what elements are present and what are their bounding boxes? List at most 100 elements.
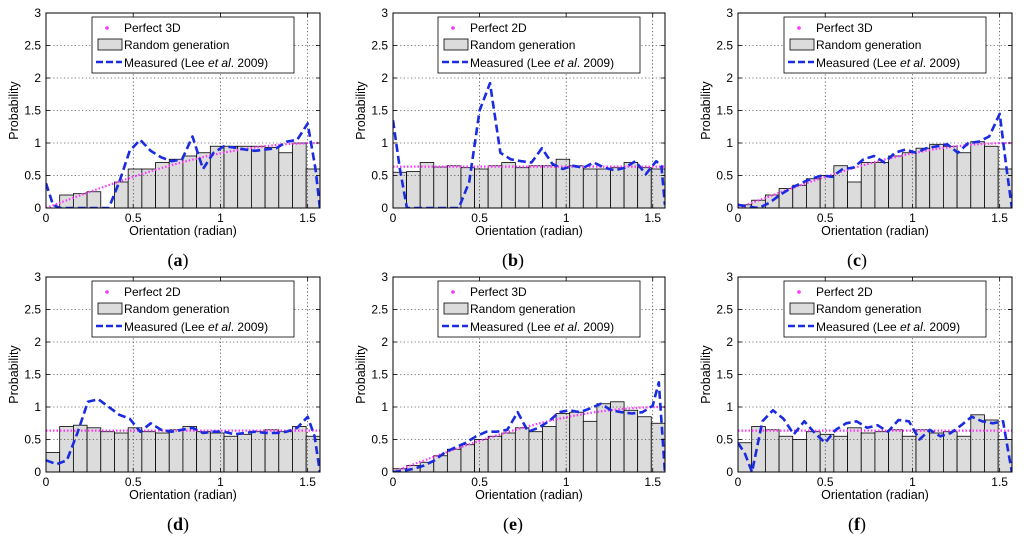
histogram-bar — [433, 455, 448, 473]
histogram-bar — [278, 431, 293, 473]
panel-label: (f) — [848, 514, 866, 535]
legend-random-swatch — [443, 302, 469, 315]
y-tick-label: 2.5 — [371, 303, 388, 317]
histogram-bar — [528, 165, 543, 209]
x-tick-label: 1.5 — [991, 211, 1008, 225]
y-tick-label: 0 — [381, 465, 388, 479]
histogram-bar — [209, 432, 225, 473]
y-tick-label: 2 — [34, 335, 41, 349]
legend-random-label: Random generation — [124, 302, 229, 316]
histogram-bar — [915, 147, 931, 209]
x-tick-label: 1 — [217, 211, 224, 225]
histogram-bar — [984, 145, 999, 209]
panel-label: (b) — [502, 250, 524, 271]
x-tick-label: 0 — [43, 475, 50, 489]
histogram-bar — [610, 167, 625, 209]
measured-line — [738, 112, 1012, 208]
legend-perfect-marker — [451, 290, 455, 294]
histogram-bar — [792, 184, 807, 209]
legend-box — [783, 16, 987, 74]
measured-line — [393, 81, 665, 208]
perfect-curve — [46, 141, 320, 208]
x-tick-label: 1 — [217, 475, 224, 489]
chart-panel-a: 0 0.5 1 1.5 2 2.5 3 0 0.5 1 1.5 Orientation (radian… — [7, 6, 321, 271]
x-axis-label: Orientation (radian) — [129, 488, 237, 502]
histogram-bar — [929, 143, 944, 209]
perfect-curve — [393, 405, 665, 472]
histogram-bar — [888, 155, 903, 209]
y-tick-label: 0.5 — [371, 169, 388, 183]
x-tick-label: 1.5 — [644, 211, 661, 225]
panel-label: (e) — [503, 514, 523, 535]
x-tick-label: 0 — [390, 211, 397, 225]
y-tick-label: 3 — [726, 270, 733, 284]
x-tick-label: 0.5 — [817, 475, 834, 489]
legend-perfect-label: Perfect 3D — [124, 21, 181, 35]
x-tick-label: 0.5 — [471, 475, 488, 489]
histogram-bar — [168, 158, 184, 209]
legend-random-swatch — [789, 38, 815, 51]
histogram-bar — [182, 155, 198, 209]
y-tick-label: 2.5 — [371, 39, 388, 53]
legend-perfect-label: Perfect 3D — [470, 285, 527, 299]
histogram-bar — [392, 171, 407, 209]
histogram-bar — [460, 444, 475, 473]
histogram-bar — [623, 409, 639, 473]
legend-measured-label: Measured (Lee et al. 2009) — [124, 56, 268, 70]
x-axis-label: Orientation (radian) — [129, 224, 237, 238]
y-tick-label: 0 — [726, 201, 733, 215]
histogram-bar — [542, 165, 557, 209]
y-tick-label: 0.5 — [24, 433, 41, 447]
panel-label: (d) — [167, 514, 189, 535]
y-tick-label: 0 — [34, 201, 41, 215]
y-tick-label: 1.5 — [716, 104, 733, 118]
y-tick-label: 3 — [381, 6, 388, 20]
y-axis-label: Probability — [699, 81, 713, 140]
y-tick-label: 0.5 — [371, 433, 388, 447]
y-tick-label: 2.5 — [716, 39, 733, 53]
y-axis-label: Probability — [7, 345, 21, 404]
legend-measured-label: Measured (Lee et al. 2009) — [816, 320, 960, 334]
legend-box — [437, 16, 641, 74]
chart-panel-e: 0 0.5 1 1.5 2 2.5 3 0 0.5 1 1.5 Orientation (radian… — [354, 270, 666, 535]
histogram-bar — [528, 431, 543, 473]
histogram-bar — [637, 416, 652, 473]
histogram-bar — [501, 162, 516, 209]
histogram-bar — [446, 165, 462, 209]
legend-box — [783, 280, 987, 338]
y-tick-label: 3 — [726, 6, 733, 20]
x-tick-label: 0 — [735, 211, 742, 225]
histogram-bar — [487, 165, 503, 209]
histogram-bar — [970, 414, 985, 473]
histogram-bar — [942, 431, 958, 473]
histogram-bar — [487, 435, 503, 473]
y-tick-label: 3 — [34, 6, 41, 20]
y-axis-label: Probability — [7, 81, 21, 140]
y-tick-label: 2 — [381, 71, 388, 85]
histogram-bar — [264, 429, 280, 473]
histogram-bar — [59, 426, 74, 473]
y-tick-label: 0 — [381, 201, 388, 215]
measured-line — [393, 380, 665, 472]
y-tick-label: 0.5 — [24, 169, 41, 183]
legend-random-label: Random generation — [816, 38, 921, 52]
histogram-bar — [72, 424, 88, 473]
x-tick-label: 0.5 — [471, 211, 488, 225]
x-tick-label: 0 — [735, 475, 742, 489]
histogram-bar — [264, 147, 280, 209]
y-tick-label: 0 — [34, 465, 41, 479]
histogram-bar — [155, 432, 170, 473]
histogram-bar — [237, 433, 252, 473]
histogram-bar — [419, 162, 435, 209]
x-tick-label: 1 — [909, 211, 916, 225]
y-tick-label: 2.5 — [24, 303, 41, 317]
histogram-bar — [305, 435, 321, 473]
histogram-bar — [223, 145, 239, 209]
histogram-bar — [155, 162, 170, 209]
histogram-bar — [860, 432, 876, 473]
x-tick-label: 0.5 — [125, 211, 142, 225]
histogram-bar — [127, 427, 143, 473]
chart-panel-d: 0 0.5 1 1.5 2 2.5 3 0 0.5 1 1.5 Orientation (radian… — [7, 270, 321, 535]
histogram-bar — [942, 145, 958, 209]
